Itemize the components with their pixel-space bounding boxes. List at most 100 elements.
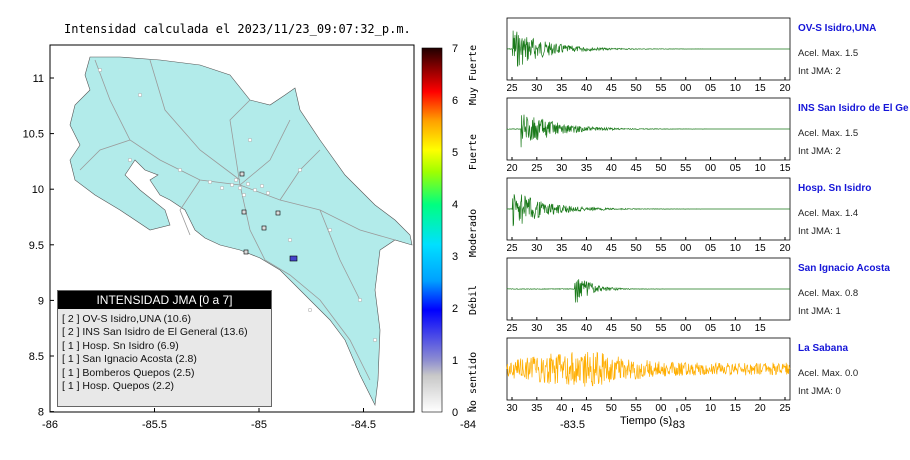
waveform-tick-label: 45 — [581, 403, 593, 414]
colorbar-tick: 3 — [452, 251, 458, 263]
legend-row: [ 1 ] Hosp. Quepos (2.2) — [62, 380, 175, 393]
waveform-tick-label: 35 — [556, 243, 568, 254]
waveform-tick-label: 40 — [581, 83, 593, 94]
colorbar: 0 1 2 3 4 5 6 7 No sentido Débil Moderado Fuerte Mu… — [421, 43, 479, 419]
station-name: La Sabana — [798, 343, 849, 354]
station-name: San Ignacio Acosta — [798, 263, 890, 274]
map-ytick-label: 10.5 — [23, 129, 44, 141]
map-ytick-label: 8.5 — [29, 351, 44, 363]
waveform-tick-label: 30 — [531, 323, 543, 334]
station-name: INS San Isidro de El Ge — [798, 103, 909, 114]
waveform-tick-label: 55 — [655, 83, 667, 94]
waveform-tick-label: 30 — [531, 83, 543, 94]
station-jma-intensity: Int JMA: 0 — [798, 386, 841, 397]
waveform-panel: 30 35 40 45 50 55 00 05 10 15 20 25 — [506, 337, 791, 414]
waveform-tick-label: 00 — [680, 83, 692, 94]
waveform-tick-label: 05 — [680, 403, 692, 414]
station-jma-intensity: Int JMA: 1 — [798, 226, 841, 237]
waveform-tick-label: 50 — [631, 83, 643, 94]
waveform-panel: 25 30 35 40 45 50 55 00 05 10 15 20 — [506, 17, 791, 94]
x-axis-label: Tiempo (s) — [620, 415, 673, 427]
intensity-legend: INTENSIDAD JMA [0 a 7] [ 2 ] OV-S Isidro… — [57, 290, 272, 407]
map-ytick-label: 9 — [38, 295, 44, 307]
map-xtick-label: -84 — [460, 419, 476, 431]
waveform-tick-label: 35 — [581, 163, 593, 174]
waveform-panel: 25 30 35 40 45 50 55 00 05 10 15 20 — [506, 177, 791, 254]
station-dots — [97, 67, 378, 343]
map-ytick-label: 9.5 — [29, 240, 44, 252]
waveform-panel: 20 25 30 35 40 45 50 55 00 05 10 15 — [506, 97, 791, 174]
map-xtick-label: -83.5 — [560, 419, 585, 431]
waveform-tick-label: 45 — [606, 323, 618, 334]
colorbar-tick: 1 — [452, 355, 458, 367]
waveform-tick-label: 55 — [655, 323, 667, 334]
legend-row: [ 1 ] Bomberos Quepos (2.5) — [62, 366, 195, 379]
colorbar-tick: 7 — [452, 43, 458, 55]
waveform-tick-label: 15 — [755, 243, 767, 254]
waveform-tick-label: 20 — [755, 403, 767, 414]
colorbar-tick: 5 — [452, 147, 458, 159]
waveform-tick-label: 10 — [730, 323, 742, 334]
map-xtick-label: -86 — [42, 419, 58, 431]
legend-row: [ 1 ] Hosp. Sn Isidro (6.9) — [62, 339, 179, 352]
station-jma-intensity: Int JMA: 2 — [798, 66, 841, 77]
station-jma-intensity: Int JMA: 2 — [798, 146, 841, 157]
waveform-tick-label: 50 — [631, 323, 643, 334]
waveform-tick-label: 15 — [755, 83, 767, 94]
waveform-tick-label: 55 — [680, 163, 692, 174]
waveform-tick-label: 35 — [531, 403, 543, 414]
legend-row: [ 2 ] OV-S Isidro,UNA (10.6) — [62, 313, 191, 325]
waveform-tick-label: 40 — [606, 163, 618, 174]
station-max-accel: Acel. Max. 0.0 — [798, 368, 859, 379]
colorbar-label: Muy Fuerte — [468, 45, 479, 105]
waveform-tick-label: 45 — [606, 243, 618, 254]
waveform-tick-label: 50 — [631, 243, 643, 254]
waveform-tick-label: 15 — [755, 323, 767, 334]
waveform-tick-label: 20 — [779, 243, 791, 254]
waveform-tick-label: 15 — [779, 163, 791, 174]
waveform-tick-label: 20 — [506, 163, 518, 174]
waveform-tick-label: 30 — [556, 163, 568, 174]
waveform-tick-label: 45 — [606, 83, 618, 94]
map-ytick-label: 11 — [33, 73, 44, 85]
waveform-tick-label: 10 — [705, 403, 717, 414]
map-xtick-label: -85.5 — [142, 419, 167, 431]
map-xtick-label: -83 — [669, 419, 685, 431]
map-title: Intensidad calculada el 2023/11/23_09:07… — [64, 22, 411, 36]
waveform-tick-label: 30 — [531, 243, 543, 254]
waveform-trace — [506, 30, 790, 67]
waveform-tick-label: 05 — [705, 323, 717, 334]
waveform-trace — [506, 279, 790, 303]
colorbar-tick: 0 — [452, 407, 458, 419]
road-network — [79, 59, 396, 381]
waveform-tick-label: 25 — [531, 163, 543, 174]
legend-title: INTENSIDAD JMA [0 a 7] — [58, 291, 271, 309]
station-jma-intensity: Int JMA: 1 — [798, 306, 841, 317]
map-ytick-label: 8 — [38, 407, 44, 419]
waveform-tick-label: 40 — [556, 403, 568, 414]
waveform-tick-label: 50 — [655, 163, 667, 174]
station-name: Hosp. Sn Isidro — [798, 183, 872, 194]
waveform-tick-label: 15 — [730, 403, 742, 414]
legend-row: [ 2 ] INS San Isidro de El General (13.6… — [62, 326, 248, 339]
waveform-tick-label: 00 — [680, 243, 692, 254]
waveform-tick-label: 25 — [506, 83, 518, 94]
waveform-tick-label: 05 — [705, 83, 717, 94]
waveform-tick-label: 00 — [655, 403, 667, 414]
colorbar-tick: 6 — [452, 95, 458, 107]
station-max-accel: Acel. Max. 1.5 — [798, 128, 859, 139]
colorbar-label: Débil — [467, 285, 479, 315]
map-xtick-label: -84.5 — [351, 419, 376, 431]
waveform-tick-label: 55 — [631, 403, 643, 414]
waveform-tick-label: 40 — [581, 243, 593, 254]
waveform-tick-label: 25 — [506, 243, 518, 254]
waveform-tick-label: 00 — [705, 163, 717, 174]
legend-row: [ 1 ] San Ignacio Acosta (2.8) — [62, 353, 197, 366]
station-max-accel: Acel. Max. 1.4 — [798, 208, 859, 219]
waveform-tick-label: 55 — [655, 243, 667, 254]
waveform-tick-label: 35 — [556, 323, 568, 334]
waveform-tick-label: 40 — [581, 323, 593, 334]
map-xtick-label: -85 — [251, 419, 267, 431]
station-max-accel: Acel. Max. 1.5 — [798, 48, 859, 59]
colorbar-label: No sentido — [468, 352, 479, 412]
